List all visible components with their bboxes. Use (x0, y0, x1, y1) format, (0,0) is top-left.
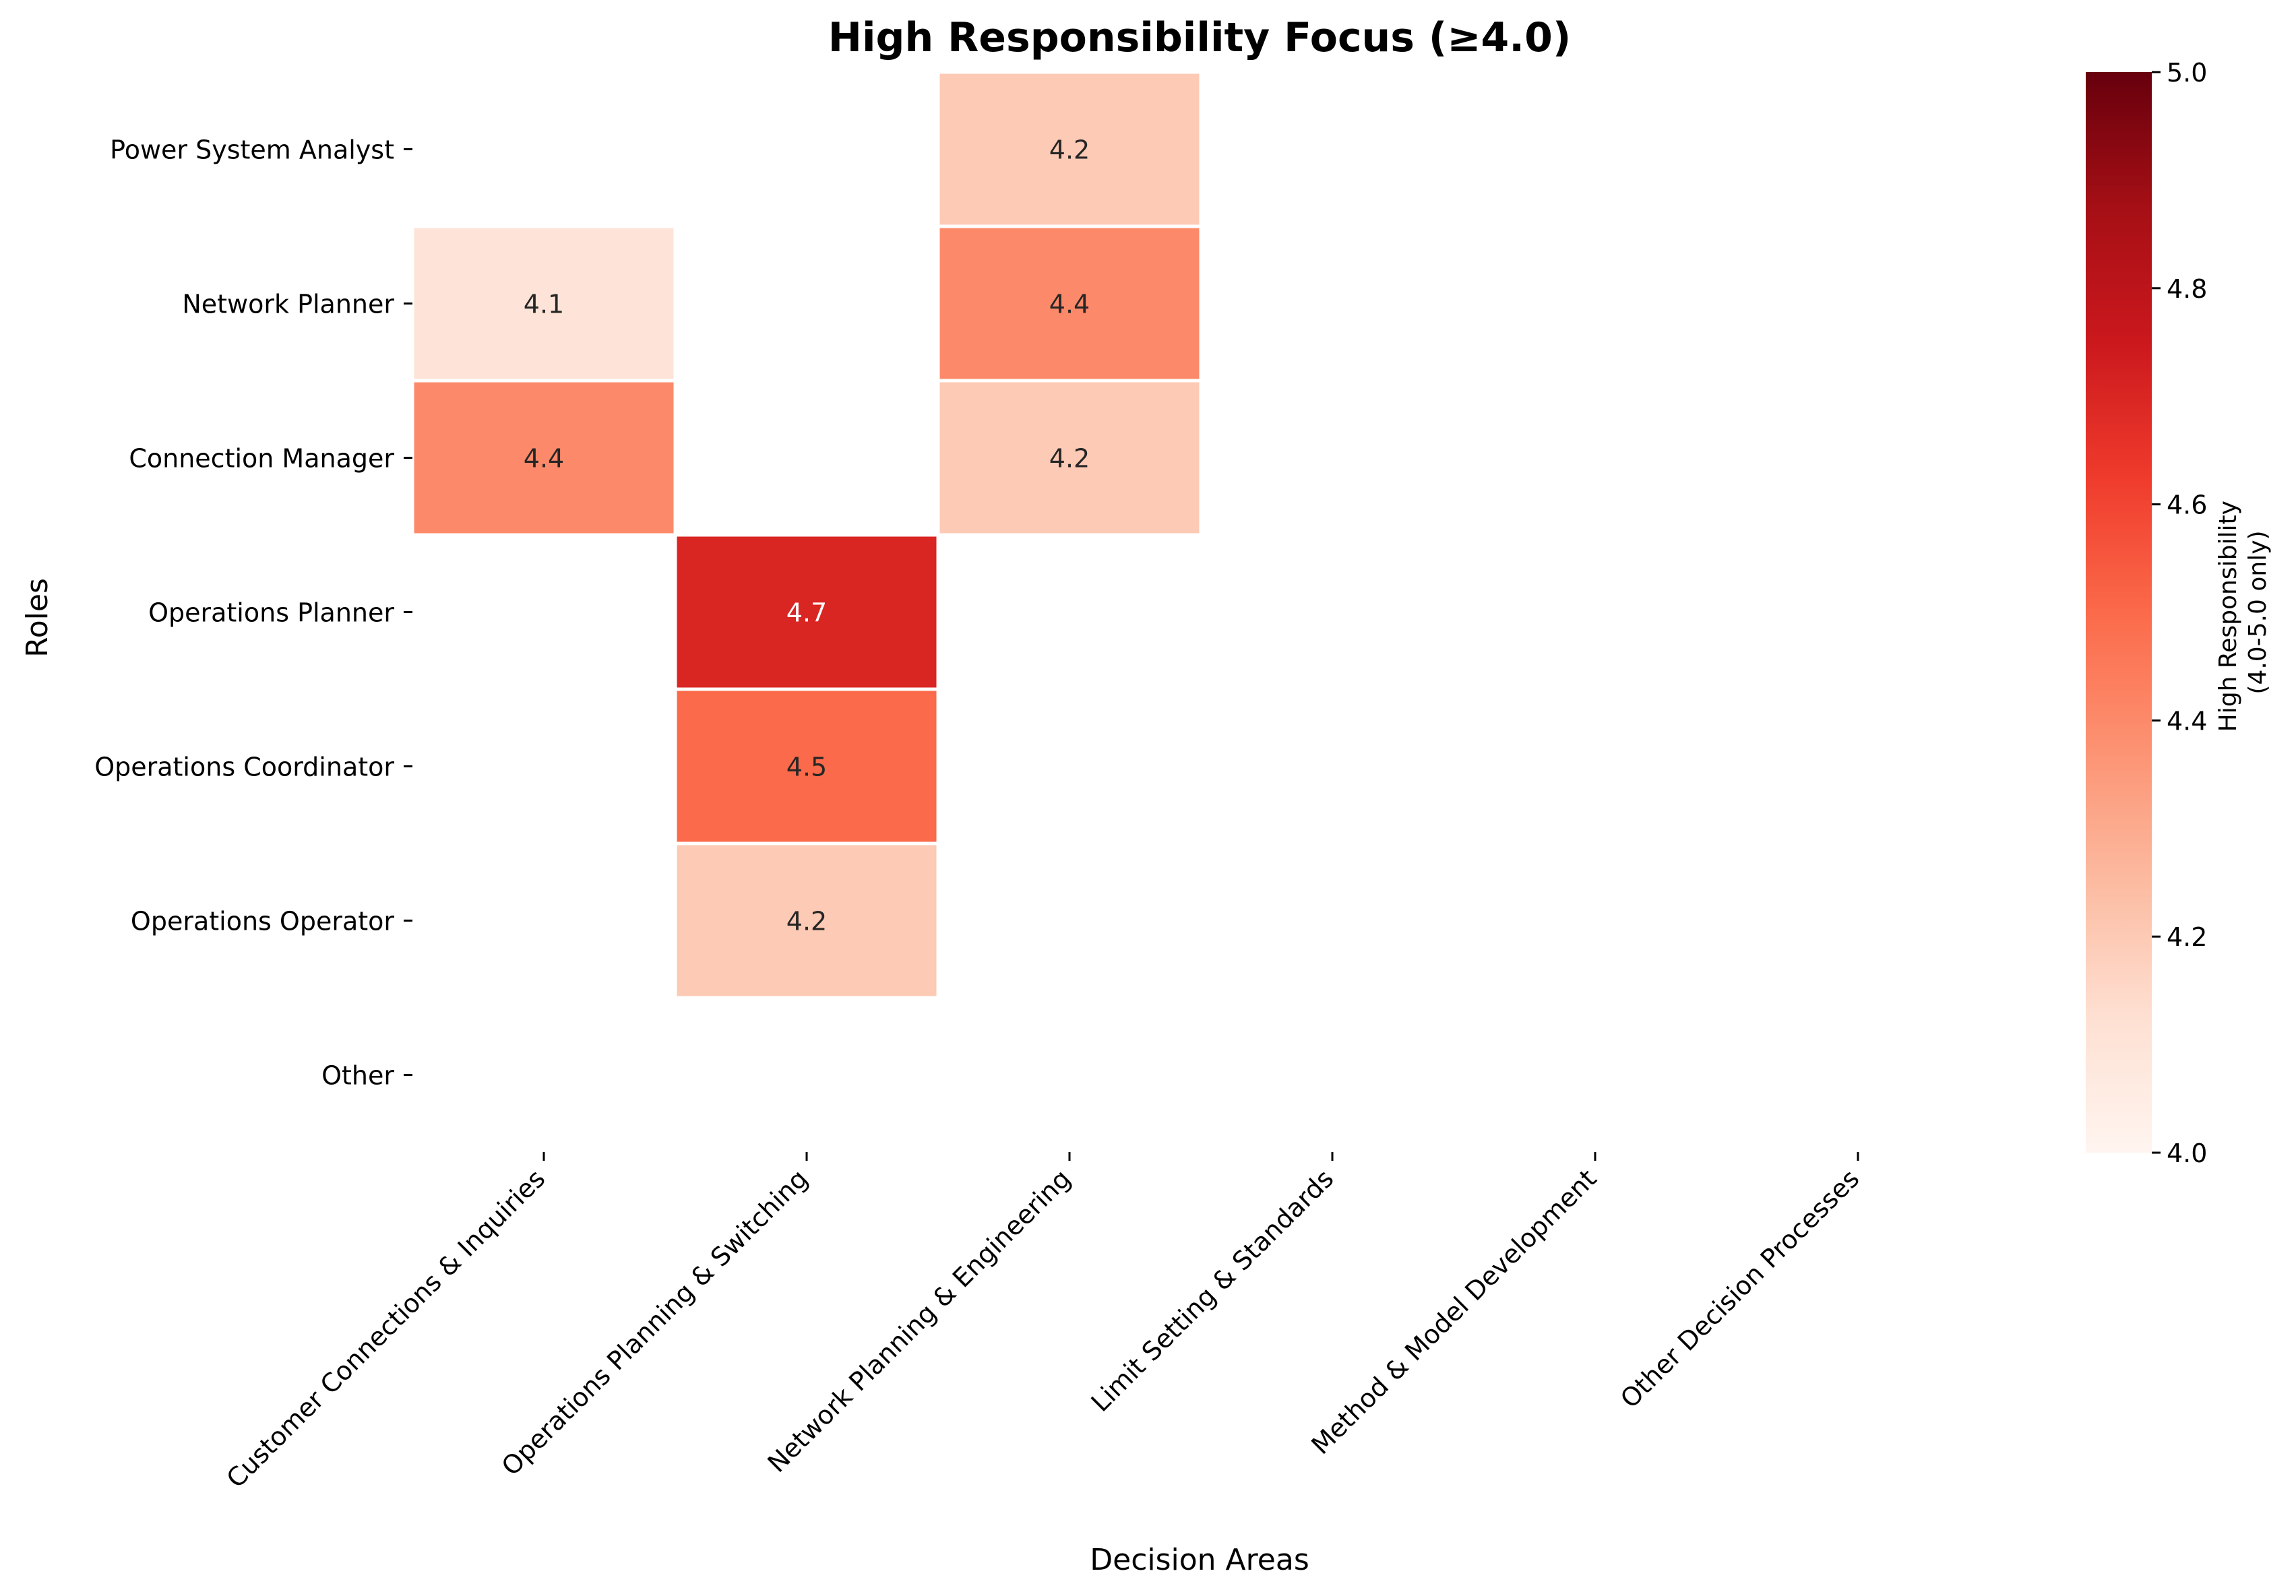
x-tick-label: Other Decision Processes (1615, 1163, 1865, 1413)
heatmap-cell (936, 379, 1203, 537)
y-tick-label: Connection Manager (129, 444, 394, 474)
x-tick-label: Customer Connections & Inquiries (221, 1163, 551, 1494)
y-tick-label: Power System Analyst (110, 135, 394, 165)
cell-value-label: 4.7 (786, 598, 827, 628)
heatmap-cell (673, 533, 940, 691)
y-axis: Power System Analyst Network Planner Conne… (94, 135, 412, 1091)
colorbar: 4.0 4.2 4.4 4.6 4.8 5.0 High Responsibility (… (2086, 58, 2272, 1168)
heatmap-cell (936, 70, 1203, 228)
cell-value-label: 4.4 (1049, 290, 1090, 319)
heatmap-cell (410, 379, 677, 537)
colorbar-gradient (2086, 72, 2152, 1153)
y-tick-label: Other (321, 1061, 394, 1091)
x-axis: Customer Connections & InquiriesOperatio… (221, 1152, 1865, 1494)
cell-value-label: 4.2 (786, 907, 827, 936)
chart-title: High Responsibility Focus (≥4.0) (828, 14, 1572, 61)
colorbar-tick-label: 4.2 (2167, 922, 2207, 952)
y-axis-label: Roles (20, 578, 55, 658)
colorbar-label-line1: High Responsibility (2214, 501, 2242, 732)
heatmap-cell (410, 224, 677, 383)
colorbar-tick-label: 5.0 (2167, 58, 2207, 88)
colorbar-tick-label: 4.6 (2167, 490, 2207, 520)
colorbar-ticks: 4.0 4.2 4.4 4.6 4.8 5.0 (2152, 58, 2207, 1168)
x-tick-label: Method & Model Development (1305, 1163, 1602, 1460)
x-tick-label: Limit Setting & Standards (1086, 1163, 1340, 1417)
colorbar-label-line2: (4.0-5.0 only) (2244, 530, 2272, 694)
x-axis-label: Decision Areas (1090, 1543, 1309, 1577)
x-tick-label: Operations Planning & Switching (496, 1163, 814, 1481)
colorbar-tick-label: 4.4 (2167, 706, 2207, 736)
cell-value-label: 4.2 (1049, 135, 1090, 165)
heatmap-cell (673, 841, 940, 1000)
cell-value-label: 4.4 (524, 444, 564, 474)
y-tick-label: Operations Operator (131, 907, 394, 936)
heatmap-cell-labels: 4.2 4.1 4.4 4.4 4.2 4.7 4.5 4.2 (524, 135, 1090, 936)
cell-value-label: 4.2 (1049, 444, 1090, 474)
y-tick-label: Operations Planner (148, 598, 394, 628)
cell-value-label: 4.1 (524, 290, 564, 319)
colorbar-tick-label: 4.0 (2167, 1139, 2207, 1168)
heatmap-cell (936, 224, 1203, 383)
x-tick-label: Network Planning & Engineering (762, 1163, 1077, 1478)
colorbar-tick-label: 4.8 (2167, 274, 2207, 304)
cell-value-label: 4.5 (786, 753, 827, 782)
heatmap-cells (410, 70, 1203, 1000)
colorbar-label: High Responsibility (4.0-5.0 only) (2214, 493, 2272, 732)
y-tick-label: Network Planner (182, 290, 394, 319)
y-tick-label: Operations Coordinator (94, 753, 394, 782)
